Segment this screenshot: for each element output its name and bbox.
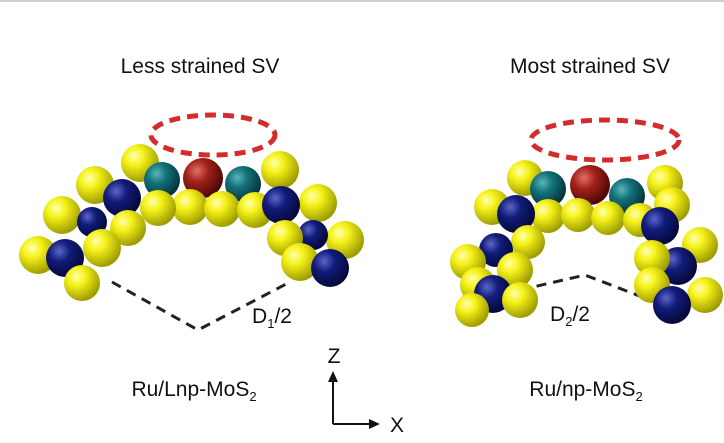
teal-atom xyxy=(144,162,180,198)
s-atom xyxy=(64,265,100,301)
material-left-label: Ru/Lnp-MoS2 xyxy=(131,378,257,404)
s-atom xyxy=(110,210,146,246)
s-atom xyxy=(591,201,625,235)
vacancy-ring-right xyxy=(528,117,682,163)
s-atom xyxy=(43,196,81,234)
teal-atom xyxy=(530,171,566,207)
vacancy-ring-left xyxy=(148,112,278,158)
s-atom xyxy=(172,189,208,225)
mo-atom xyxy=(641,207,679,245)
ru-atom xyxy=(183,158,223,198)
s-atom xyxy=(531,199,565,233)
top-border xyxy=(0,0,724,2)
axis-z-label: Z xyxy=(327,345,341,368)
distance-line-right xyxy=(519,273,651,302)
s-atom xyxy=(261,151,299,189)
axis-x-label: X xyxy=(389,414,405,437)
distance-label-right: D2/2 xyxy=(550,303,590,329)
mo-atom xyxy=(497,195,535,233)
mo-atom xyxy=(298,220,328,250)
s-atom xyxy=(502,282,538,318)
s-atom xyxy=(83,229,121,267)
s-atom xyxy=(455,293,489,327)
s-atom xyxy=(204,191,240,227)
mo-atom xyxy=(103,179,141,217)
s-atom xyxy=(299,184,337,222)
mo-atom xyxy=(262,186,300,224)
s-atom xyxy=(687,277,723,313)
s-atom xyxy=(561,198,595,232)
s-atom xyxy=(140,190,176,226)
panel-left-title: Less strained SV xyxy=(120,55,280,78)
s-atom xyxy=(511,225,545,259)
s-atom xyxy=(326,221,364,259)
ru-atom xyxy=(570,165,610,205)
right-atoms xyxy=(450,160,723,327)
z-arrowhead xyxy=(328,371,338,382)
coordinate-axes xyxy=(328,371,380,429)
left-atoms xyxy=(19,144,364,301)
distance-label-left: D1/2 xyxy=(252,305,292,331)
material-right-label: Ru/np-MoS2 xyxy=(529,378,643,404)
s-atom xyxy=(281,243,319,281)
mo-atom xyxy=(653,286,691,324)
panel-right-title: Most strained SV xyxy=(510,55,670,78)
s-atom xyxy=(634,240,670,276)
x-arrowhead xyxy=(369,419,380,429)
s-atom xyxy=(497,252,533,288)
mo-atom xyxy=(311,249,349,287)
